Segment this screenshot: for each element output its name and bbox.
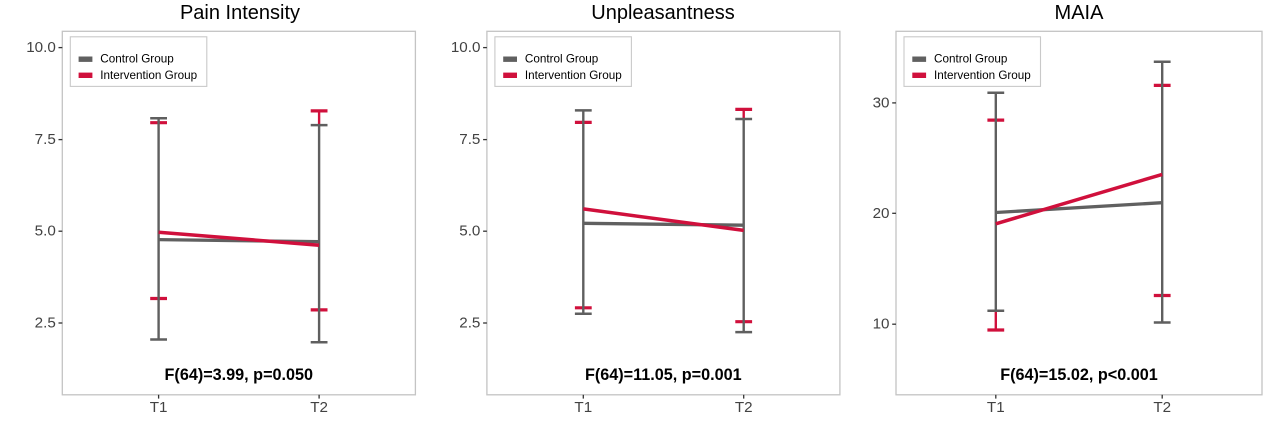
- svg-text:Intervention Group: Intervention Group: [934, 69, 1031, 82]
- svg-text:Control Group: Control Group: [525, 53, 599, 66]
- svg-text:T2: T2: [310, 399, 328, 416]
- svg-text:T1: T1: [987, 399, 1005, 416]
- svg-text:10.0: 10.0: [451, 39, 481, 56]
- svg-text:Unpleasantness: Unpleasantness: [591, 2, 734, 24]
- svg-text:T1: T1: [150, 399, 168, 416]
- svg-text:F(64)=3.99, p=0.050: F(64)=3.99, p=0.050: [165, 366, 313, 384]
- svg-text:T2: T2: [1153, 399, 1171, 416]
- svg-text:20: 20: [873, 205, 890, 222]
- svg-text:F(64)=15.02, p<0.001: F(64)=15.02, p<0.001: [1000, 366, 1157, 384]
- svg-text:2.5: 2.5: [35, 315, 56, 332]
- svg-text:Control Group: Control Group: [934, 53, 1008, 66]
- svg-text:10.0: 10.0: [26, 39, 56, 56]
- svg-text:7.5: 7.5: [459, 131, 480, 148]
- svg-text:T1: T1: [574, 399, 592, 416]
- svg-text:Intervention Group: Intervention Group: [100, 69, 197, 82]
- svg-text:5.0: 5.0: [459, 223, 480, 240]
- svg-text:Pain Intensity: Pain Intensity: [180, 2, 300, 24]
- svg-text:F(64)=11.05, p=0.001: F(64)=11.05, p=0.001: [585, 366, 742, 384]
- svg-text:2.5: 2.5: [459, 315, 480, 332]
- svg-text:30: 30: [873, 94, 890, 111]
- svg-text:MAIA: MAIA: [1055, 2, 1105, 24]
- svg-text:7.5: 7.5: [35, 131, 56, 148]
- svg-text:Intervention Group: Intervention Group: [525, 69, 622, 82]
- svg-text:T2: T2: [735, 399, 753, 416]
- svg-text:10: 10: [873, 316, 890, 333]
- svg-text:5.0: 5.0: [35, 223, 56, 240]
- svg-text:Control Group: Control Group: [100, 53, 174, 66]
